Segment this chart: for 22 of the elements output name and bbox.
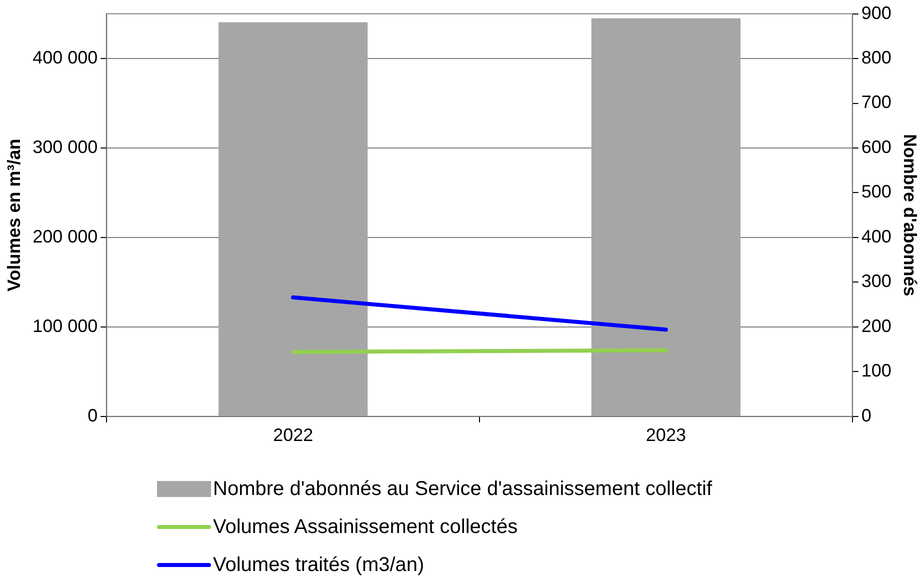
y-tick-label: 400 000 [32,48,98,68]
y2-axis-title: Nombre d'abonnés [900,134,920,296]
y2-tick-label: 100 [861,360,892,381]
legend-label: Volumes traités (m3/an) [213,554,424,576]
y-axis-title: Volumes en m³/an [4,138,24,292]
y2-tick-label: 200 [861,316,892,336]
x-tick-label: 2023 [646,425,686,446]
y2-tick-label: 900 [861,2,892,23]
y-tick-label: 100 000 [32,316,98,336]
legend-label: Nombre d'abonnés au Service d'assainissement collectif [213,478,712,500]
legend-label: Volumes Assainissement collectés [213,516,518,538]
y2-tick-label: 0 [861,405,872,426]
y2-tick-label: 300 [861,271,892,292]
y2-tick-label: 800 [861,48,892,68]
y2-tick-label: 500 [861,182,892,202]
y-tick-label: 300 000 [32,136,98,157]
y2-tick-label: 600 [861,136,892,157]
y-tick-label: 0 [88,405,98,426]
x-tick-label: 2022 [273,425,314,446]
y2-tick-label: 700 [861,92,892,112]
y-tick-label: 200 000 [32,226,98,246]
y2-tick-label: 400 [861,226,892,246]
